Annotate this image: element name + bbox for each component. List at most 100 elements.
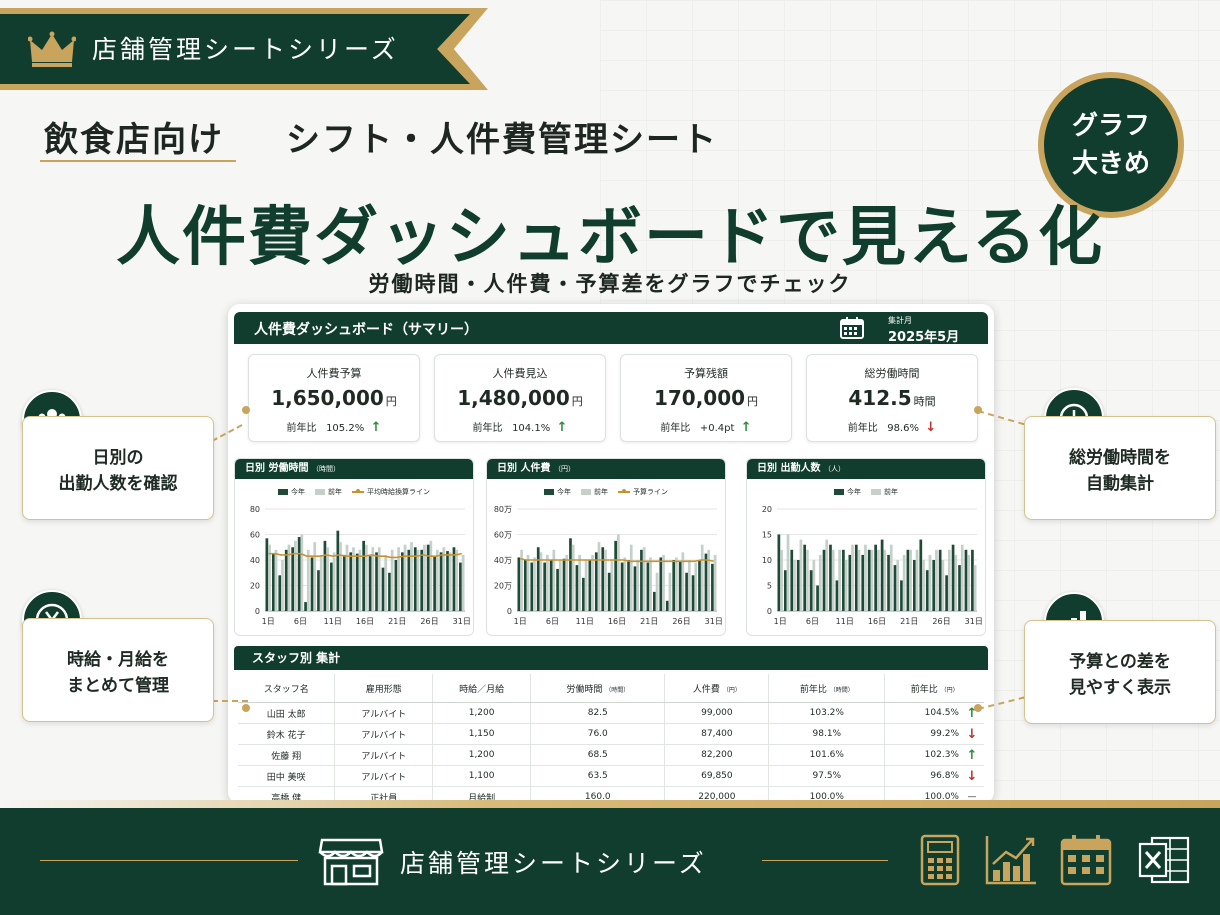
- bar-this-year: [330, 562, 333, 611]
- bar-this-year: [523, 560, 527, 611]
- bar-last-year: [461, 554, 465, 611]
- cell-hours: 63.5: [530, 765, 666, 787]
- bar-this-year: [562, 558, 566, 611]
- bar-last-year: [416, 549, 420, 611]
- cell-name: 田中 美咲: [238, 765, 336, 787]
- bar-this-year: [704, 553, 708, 611]
- chart-daily-staff: 日別 出勤人数 （人） 今年 前年 0 5 10 15 20 1日 6日 11日 16日 21日 2…: [746, 458, 986, 636]
- bar-last-year: [675, 557, 678, 611]
- bar-last-year: [365, 544, 368, 611]
- bar-last-year: [294, 540, 297, 611]
- x-tick-label: 16日: [868, 617, 886, 626]
- bar-this-year: [678, 561, 682, 611]
- footer: [0, 808, 1220, 915]
- bar-last-year: [281, 560, 284, 611]
- cell-hours: 76.0: [530, 723, 666, 745]
- bar-this-year: [842, 549, 845, 611]
- chart-legend: 今年 前年 平均時給換算ライン: [235, 487, 473, 497]
- bar-this-year: [517, 557, 521, 611]
- bar-this-year: [880, 539, 884, 611]
- bar-this-year: [297, 537, 301, 611]
- growth-chart-icon: [985, 836, 1036, 885]
- bar-this-year: [549, 560, 553, 611]
- y-tick-label: 40: [250, 556, 260, 565]
- cell-cost: 87,400: [664, 723, 770, 745]
- bar-this-year: [627, 560, 630, 611]
- bar-this-year: [582, 577, 585, 611]
- bar-this-year: [848, 554, 852, 611]
- cell-type: アルバイト: [334, 744, 434, 766]
- bar-last-year: [935, 549, 938, 611]
- bar-last-year: [668, 572, 672, 611]
- period-label: 集計月: [888, 316, 912, 325]
- bar-last-year: [326, 547, 329, 611]
- bar-last-year: [707, 549, 711, 611]
- bar-last-year: [591, 554, 594, 611]
- bar-this-year: [452, 547, 456, 611]
- table-header-row: スタッフ名 雇用形態 時給／月給 労働時間 （時間） 人件費 （円） 前年比 （…: [238, 674, 984, 703]
- bar-this-year: [426, 544, 430, 611]
- bar-last-year: [274, 549, 278, 611]
- bar-this-year: [964, 549, 968, 611]
- bar-last-year: [397, 547, 400, 611]
- trend-down-icon: ↓: [960, 765, 984, 787]
- bar-last-year: [352, 547, 355, 611]
- trend-up-icon: ↑: [370, 420, 382, 435]
- bar-this-year: [874, 544, 877, 611]
- calculator-icon: [920, 834, 960, 886]
- y-tick-label: 0: [767, 607, 772, 616]
- kpi-forecast: 人件費見込 1,480,000 円 前年比 104.1% ↑: [434, 354, 606, 442]
- bar-this-year: [938, 549, 942, 611]
- product-name: シフト・人件費管理シート: [286, 120, 718, 160]
- y-tick-label: 80万: [494, 505, 512, 514]
- cell-yoy-cost: 96.8%: [884, 765, 960, 787]
- bar-last-year: [546, 554, 549, 611]
- y-tick-label: 15: [762, 531, 772, 540]
- bar-this-year: [569, 538, 572, 611]
- dashboard-header: 人件費ダッシュボード（サマリー） 集計月 2025年5月: [234, 312, 988, 345]
- y-tick-label: 10: [762, 556, 772, 565]
- y-tick-label: 5: [767, 582, 772, 591]
- bar-this-year: [893, 565, 897, 611]
- bar-last-year: [526, 554, 530, 611]
- bar-last-year: [883, 549, 887, 611]
- bar-last-year: [345, 544, 349, 611]
- bar-last-year: [954, 554, 958, 611]
- bar-last-year: [838, 549, 841, 611]
- col-header: スタッフ名: [238, 674, 336, 703]
- bar-this-year: [439, 552, 443, 611]
- bar-last-year: [377, 547, 381, 611]
- bar-last-year: [655, 572, 659, 611]
- reference-line: [268, 552, 462, 559]
- trend-up-icon: ↑: [740, 420, 752, 435]
- bar-last-year: [539, 552, 543, 611]
- cell-yoy-hours: 103.2%: [768, 702, 886, 724]
- bar-last-year: [442, 547, 446, 611]
- calendar-icon: [840, 317, 864, 339]
- bar-this-year: [336, 530, 340, 611]
- cell-name: 鈴木 花子: [238, 723, 336, 745]
- kpi-label: 人件費予算: [306, 367, 362, 380]
- bar-last-year: [818, 554, 822, 611]
- bar-this-year: [691, 575, 695, 611]
- cell-type: アルバイト: [334, 702, 434, 724]
- kpi-budget: 人件費予算 1,650,000 円 前年比 105.2% ↑: [248, 354, 420, 442]
- trend-down-icon: ↓: [960, 723, 984, 745]
- bar-this-year: [790, 549, 794, 611]
- x-tick-label: 6日: [294, 617, 307, 626]
- y-tick-label: 20万: [494, 582, 512, 591]
- bar-last-year: [332, 552, 336, 611]
- kpi-remaining: 予算残額 170,000 円 前年比 +0.4pt ↑: [620, 354, 792, 442]
- bar-last-year: [410, 542, 413, 611]
- chart-plot: 0 20万 40万 60万 80万 1日 6日 11日 16日 21日 26日 31日: [494, 505, 723, 626]
- bar-last-year: [844, 560, 848, 611]
- cell-wage: 1,200: [432, 744, 532, 766]
- x-tick-label: 6日: [806, 617, 819, 626]
- bar-last-year: [681, 552, 685, 611]
- bar-this-year: [900, 580, 903, 611]
- kpi-value: 1,480,000 円: [457, 386, 583, 410]
- crown-icon: [28, 31, 76, 67]
- bar-this-year: [381, 567, 385, 611]
- table-row: 田中 美咲 アルバイト 1,100 63.5 69,850 97.5% 96.8…: [238, 765, 984, 787]
- bar-this-year: [388, 572, 391, 611]
